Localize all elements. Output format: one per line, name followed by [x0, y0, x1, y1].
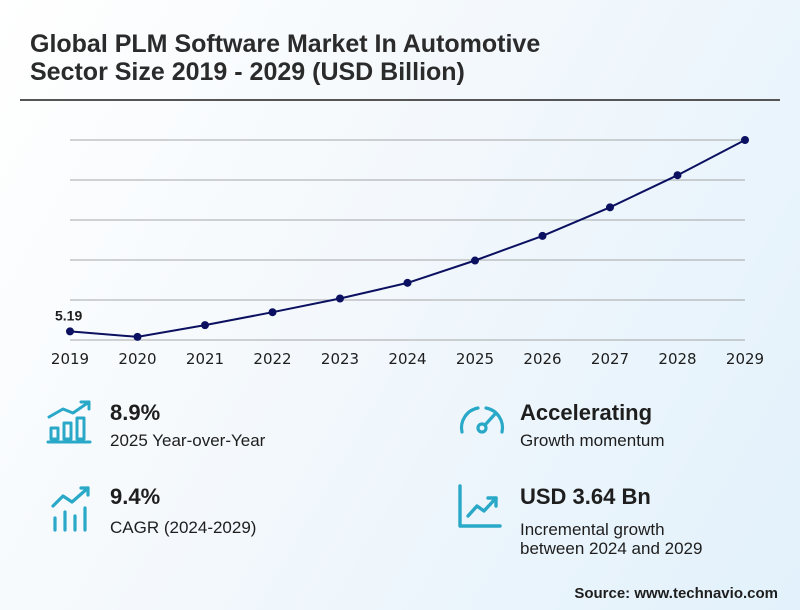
trend-chart-icon [458, 484, 502, 528]
x-tick-label: 2027 [591, 350, 629, 368]
trend-bars-icon [51, 486, 90, 532]
stat-yoy-label: 2025 Year-over-Year [110, 431, 266, 450]
stat-incremental-label-line-1: Incremental growth [520, 520, 665, 539]
stat-yoy-value: 8.9% [110, 400, 161, 425]
stat-momentum: Accelerating Growth momentum [458, 398, 778, 458]
stat-yoy: 8.9% 2025 Year-over-Year [46, 398, 376, 458]
data-point [741, 136, 749, 144]
data-point [201, 321, 209, 330]
x-tick-label: 2026 [523, 350, 561, 368]
chart-title-line-1: Global PLM Software Market In Automotive [30, 30, 541, 58]
data-point [538, 231, 547, 240]
gauge-icon [459, 406, 505, 434]
data-point [268, 308, 277, 317]
chart-title: Global PLM Software Market In Automotive… [30, 30, 730, 86]
x-tick-label: 2024 [388, 350, 426, 368]
x-tick-label: 2019 [51, 350, 89, 368]
data-point [606, 203, 614, 212]
stat-cagr: 9.4% CAGR (2024-2029) [50, 482, 380, 542]
source-note: Source: www.technavio.com [574, 585, 778, 602]
stat-incremental-label: Incremental growth between 2024 and 2029 [520, 520, 702, 558]
x-tick-label: 2020 [118, 350, 156, 368]
stat-momentum-value: Accelerating [520, 400, 653, 425]
data-point [471, 256, 479, 265]
x-tick-label: 2028 [658, 350, 696, 368]
x-tick-label: 2023 [321, 350, 359, 368]
data-point [403, 278, 412, 287]
x-tick-label: 2029 [726, 350, 764, 368]
series-line [69, 139, 746, 338]
stat-incremental-label-line-2: between 2024 and 2029 [520, 539, 703, 558]
data-label: 5.19 [55, 307, 82, 323]
chart-title-line-2: Sector Size 2019 - 2029 (USD Billion) [30, 58, 465, 86]
x-tick-label: 2021 [186, 350, 224, 368]
data-point [66, 327, 74, 336]
x-tick-label: 2022 [253, 350, 291, 368]
data-point [336, 294, 344, 303]
stat-incremental-value: USD 3.64 Bn [520, 484, 651, 509]
title-divider [20, 99, 780, 101]
bar-growth-icon [46, 400, 92, 444]
data-point [673, 171, 682, 180]
stat-incremental: USD 3.64 Bn Incremental growth between 2… [456, 482, 780, 562]
x-tick-label: 2025 [456, 350, 494, 368]
stat-momentum-label: Growth momentum [520, 431, 665, 450]
line-chart: 2019 2020 2021 2022 2023 2024 2025 2026 2027 2028… [51, 136, 764, 368]
data-point [133, 332, 142, 341]
stat-cagr-label: CAGR (2024-2029) [110, 518, 257, 537]
stat-cagr-value: 9.4% [110, 484, 161, 509]
